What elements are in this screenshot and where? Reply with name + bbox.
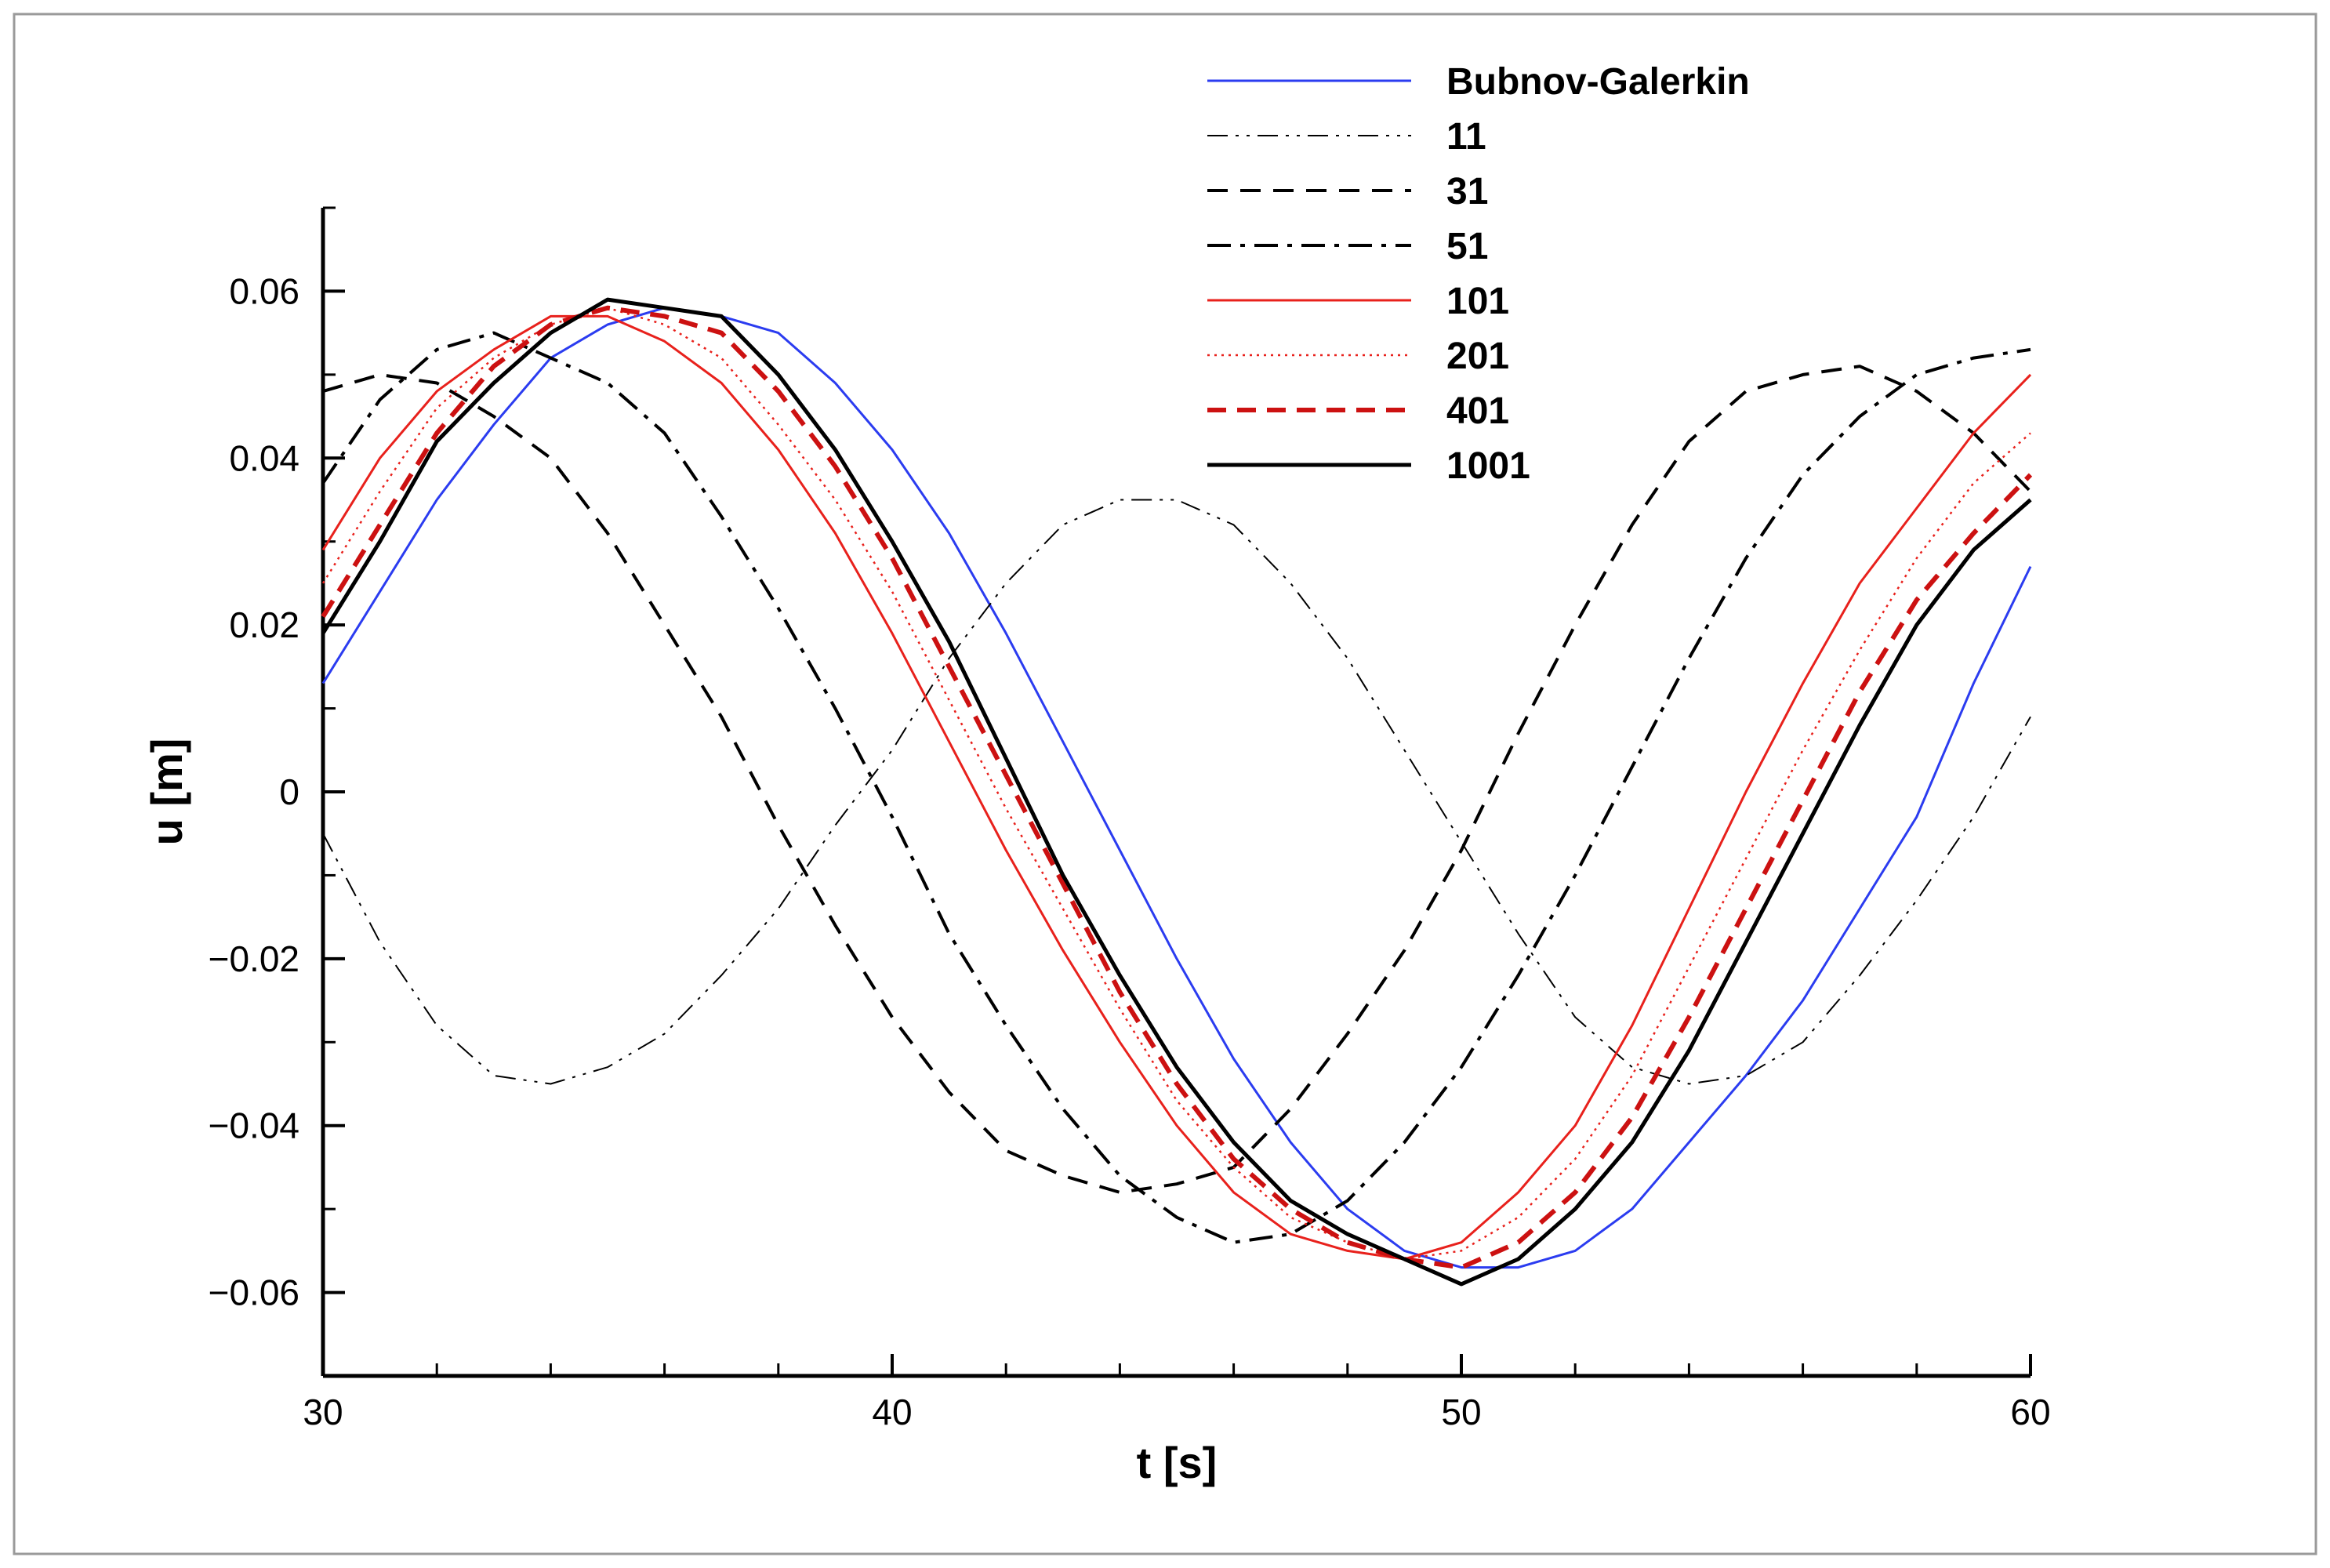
series-line-bubnov-galerkin xyxy=(321,307,2032,1269)
outer-frame xyxy=(13,13,2317,1555)
x-axis-title: t [s] xyxy=(1137,1438,1218,1487)
y-tick-label: −0.04 xyxy=(209,1105,299,1146)
ticks-layer: 30 40 50 60 −0.06 −0.04 −0.02 0 0.02 0.04 0.06 xyxy=(209,206,2051,1432)
legend-label: 31 xyxy=(1446,171,1488,212)
y-tick-label: −0.06 xyxy=(209,1272,299,1313)
y-tick-label: −0.02 xyxy=(209,938,299,979)
legend-label: 401 xyxy=(1446,390,1509,432)
series-line-51 xyxy=(321,331,2031,1244)
legend-label: Bubnov-Galerkin xyxy=(1446,61,1750,103)
x-tick-label: 60 xyxy=(2010,1392,2050,1432)
y-tick-label: 0.04 xyxy=(229,437,299,478)
legend-label: 101 xyxy=(1446,281,1509,322)
series-layer xyxy=(321,297,2033,1287)
series-line-31 xyxy=(322,365,2032,1194)
x-tick-label: 50 xyxy=(1441,1392,1481,1432)
y-tick-label: 0 xyxy=(279,771,299,812)
legend-label: 1001 xyxy=(1446,445,1530,487)
legend-label: 51 xyxy=(1446,226,1488,267)
x-tick-label: 40 xyxy=(872,1392,912,1432)
x-tick-label: 30 xyxy=(303,1392,343,1432)
legend-label: 201 xyxy=(1446,336,1509,377)
series-line-401 xyxy=(321,305,2033,1270)
series-line-101 xyxy=(321,314,2032,1261)
legend: Bubnov-Galerkin 11 31 51 101 201 401 1001 xyxy=(1207,61,1750,487)
y-tick-label: 0.06 xyxy=(229,270,299,311)
y-tick-label: 0.02 xyxy=(229,604,299,645)
series-line-1001 xyxy=(321,297,2032,1287)
legend-label: 11 xyxy=(1446,116,1486,158)
series-line-11 xyxy=(322,499,2031,1085)
y-axis-title: u [m] xyxy=(142,739,191,846)
